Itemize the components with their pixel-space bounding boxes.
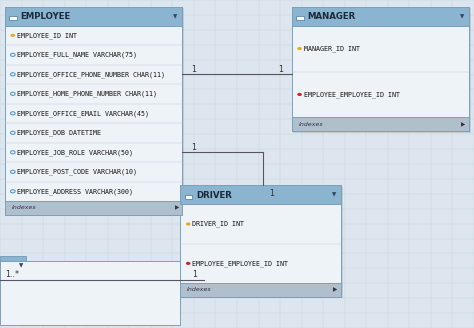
Text: 1: 1 [191,65,196,73]
FancyBboxPatch shape [7,8,184,216]
FancyBboxPatch shape [5,7,182,215]
Text: EMPLOYEE_JOB_ROLE VARCHAR(50): EMPLOYEE_JOB_ROLE VARCHAR(50) [17,149,133,156]
Text: ▼: ▼ [19,263,23,268]
Bar [185,195,192,199]
Text: EMPLOYEE_HOME_PHONE_NUMBER CHAR(11): EMPLOYEE_HOME_PHONE_NUMBER CHAR(11) [17,91,157,97]
Text: EMPLOYEE_EMPLOYEE_ID INT: EMPLOYEE_EMPLOYEE_ID INT [304,91,400,98]
FancyBboxPatch shape [5,201,182,215]
FancyBboxPatch shape [180,185,341,204]
Text: EMPLOYEE_FULL_NAME VARCHAR(75): EMPLOYEE_FULL_NAME VARCHAR(75) [17,51,137,58]
FancyBboxPatch shape [292,7,469,131]
FancyBboxPatch shape [182,187,343,298]
Text: ▼: ▼ [173,14,177,19]
Text: EMPLOYEE_OFFICE_PHONE_NUMBER CHAR(11): EMPLOYEE_OFFICE_PHONE_NUMBER CHAR(11) [17,71,165,78]
Circle shape [297,93,302,96]
Text: Indexes: Indexes [187,287,212,293]
Circle shape [186,262,191,265]
Bar [9,16,17,20]
Text: ▼: ▼ [332,193,336,198]
Text: 1: 1 [269,189,274,198]
Text: EMPLOYEE_OFFICE_EMAIL VARCHAR(45): EMPLOYEE_OFFICE_EMAIL VARCHAR(45) [17,110,149,117]
Text: ▶: ▶ [175,205,179,211]
FancyBboxPatch shape [292,117,469,131]
Text: ▼: ▼ [460,14,464,19]
Text: DRIVER_ID INT: DRIVER_ID INT [192,221,245,227]
Text: 1: 1 [191,143,196,152]
Circle shape [10,34,15,37]
FancyBboxPatch shape [292,7,469,26]
Text: ▶: ▶ [462,122,465,127]
Text: Indexes: Indexes [12,205,36,211]
FancyBboxPatch shape [293,8,471,133]
Text: DRIVER: DRIVER [196,191,232,200]
Text: 1..*: 1..* [5,270,19,279]
Text: ▶: ▶ [334,287,337,293]
Text: EMPLOYEE_ID INT: EMPLOYEE_ID INT [17,32,77,39]
Text: 1: 1 [278,65,283,73]
Text: MANAGER_ID INT: MANAGER_ID INT [304,45,360,52]
Text: 1: 1 [191,270,197,279]
Text: EMPLOYEE: EMPLOYEE [20,12,71,21]
FancyBboxPatch shape [180,283,341,297]
FancyBboxPatch shape [180,185,341,297]
FancyBboxPatch shape [0,256,26,275]
Text: EMPLOYEE_EMPLOYEE_ID INT: EMPLOYEE_EMPLOYEE_ID INT [192,260,289,267]
Text: Indexes: Indexes [299,122,323,127]
FancyBboxPatch shape [5,7,182,26]
Text: EMPLOYEE_ADDRESS VARCHAR(300): EMPLOYEE_ADDRESS VARCHAR(300) [17,188,133,195]
Text: EMPLOYEE_POST_CODE VARCHAR(10): EMPLOYEE_POST_CODE VARCHAR(10) [17,169,137,175]
Circle shape [297,47,302,50]
Text: MANAGER: MANAGER [307,12,356,21]
Circle shape [186,222,191,226]
Text: EMPLOYEE_DOB DATETIME: EMPLOYEE_DOB DATETIME [17,130,101,136]
Bar [296,16,304,20]
FancyBboxPatch shape [0,261,180,325]
